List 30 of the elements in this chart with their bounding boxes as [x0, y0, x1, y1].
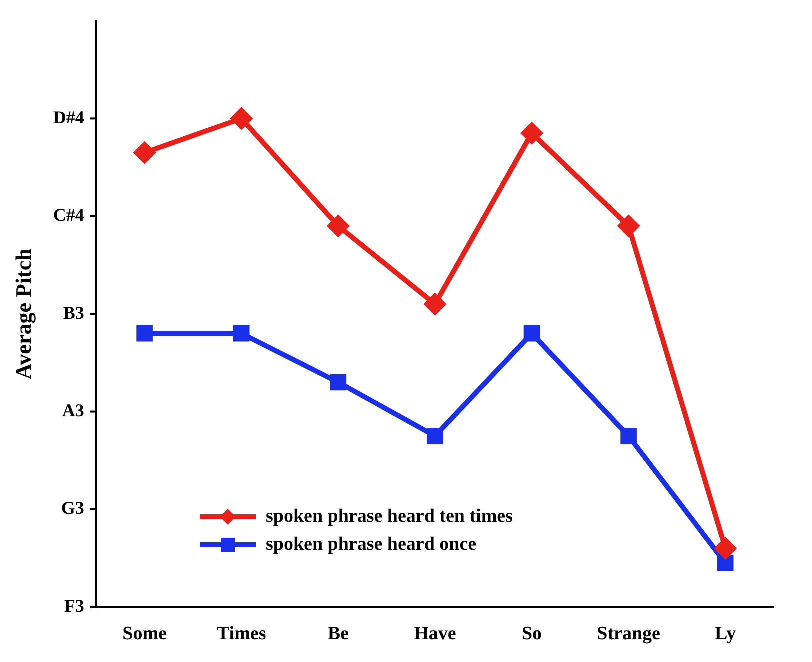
- point: [134, 142, 156, 164]
- point: [424, 294, 446, 315]
- x-tick-label: So: [522, 624, 542, 645]
- point: [328, 216, 349, 237]
- point: [330, 374, 347, 391]
- text: D#4: [53, 107, 84, 128]
- text: A3: [62, 400, 84, 420]
- point: [233, 325, 250, 342]
- point: [524, 325, 540, 342]
- point: [136, 325, 153, 342]
- x-tick-label: Be: [328, 624, 349, 645]
- point: [231, 108, 252, 130]
- x-tick-label: Have: [414, 624, 456, 645]
- x-tick-label: Some: [122, 624, 167, 645]
- y-axis-title: Average Pitch: [10, 248, 36, 380]
- x-tick-label: Ly: [715, 624, 737, 645]
- point: [618, 216, 640, 237]
- text: G3: [61, 498, 84, 518]
- x-tick-label: Times: [216, 624, 266, 645]
- text: C#4: [53, 205, 84, 226]
- point: [522, 122, 542, 144]
- x-tick-label: Strange: [597, 624, 660, 645]
- point: [620, 428, 637, 444]
- legend-label: spoken phrase heard ten times: [266, 506, 514, 528]
- point: [715, 538, 736, 560]
- point: [427, 428, 444, 444]
- point: [717, 555, 734, 572]
- text: B3: [63, 302, 84, 323]
- text: F3: [64, 596, 84, 616]
- legend-label: spoken phrase heard once: [266, 534, 477, 556]
